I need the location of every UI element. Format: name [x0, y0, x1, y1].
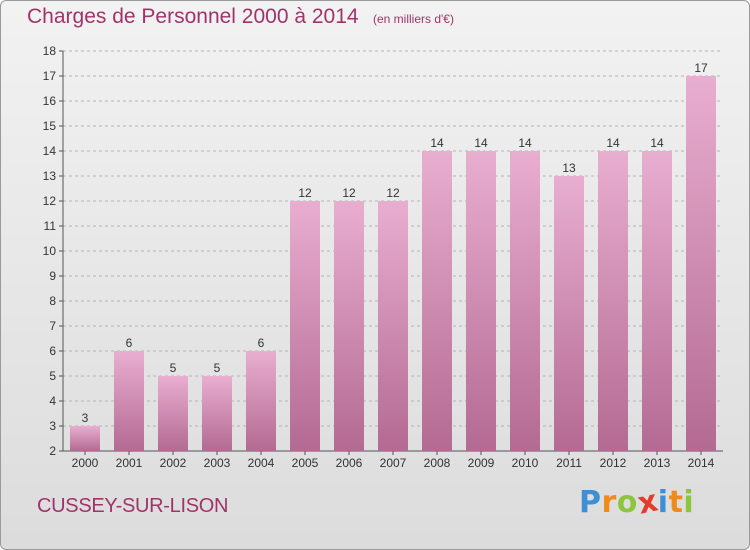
- proxiti-logo[interactable]: Proxiti: [579, 483, 695, 521]
- y-tick-label: 9: [49, 269, 56, 283]
- x-tick-label: 2013: [644, 456, 671, 470]
- bar-2010: [510, 151, 540, 451]
- value-label-2005: 12: [298, 186, 312, 200]
- y-tick-label: 11: [44, 219, 57, 233]
- x-tick-labels: 2000 2001 2002 2003 2004 2005 2006 2007 2008 2009…: [72, 456, 715, 470]
- bars: [70, 76, 716, 451]
- y-tick-label: 18: [43, 44, 57, 58]
- value-label-2001: 6: [126, 336, 133, 350]
- value-label-2013: 14: [650, 136, 664, 150]
- value-label-2010: 14: [518, 136, 532, 150]
- chart-title: Charges de Personnel 2000 à 2014: [27, 5, 359, 28]
- value-label-2003: 5: [214, 361, 221, 375]
- x-tick-label: 2009: [468, 456, 495, 470]
- y-tick-label: 12: [43, 194, 57, 208]
- y-tick-label: 17: [43, 69, 57, 83]
- y-tick-label: 7: [49, 319, 56, 333]
- x-tick-label: 2003: [204, 456, 231, 470]
- y-tick-label: 8: [49, 294, 56, 308]
- commune-name: CUSSEY-SUR-LISON: [37, 495, 229, 517]
- logo-letter: i: [683, 485, 695, 520]
- bar-2000: [70, 426, 100, 451]
- y-tick-labels: 2 3 4 5 6 7 8 9 10 11 12 13 14 15 16 17 18: [43, 44, 57, 458]
- x-tick-label: 2014: [688, 456, 715, 470]
- x-tick-label: 2005: [292, 456, 319, 470]
- value-label-2000: 3: [82, 411, 89, 425]
- x-tick-label: 2004: [248, 456, 275, 470]
- x-tick-label: 2008: [424, 456, 451, 470]
- value-label-2008: 14: [430, 136, 444, 150]
- logo-letter: P: [579, 485, 602, 520]
- x-tick-label: 2010: [512, 456, 539, 470]
- bar-2006: [334, 201, 364, 451]
- value-label-2007: 12: [386, 186, 400, 200]
- chart-subtitle: (en milliers d'€): [373, 12, 454, 26]
- bar-2008: [422, 151, 452, 451]
- bar-2003: [202, 376, 232, 451]
- x-tick-label: 2011: [556, 456, 582, 470]
- x-tick-label: 2001: [116, 456, 143, 470]
- y-tick-label: 16: [43, 94, 57, 108]
- logo-letter: r: [601, 485, 617, 520]
- y-tick-label: 14: [43, 144, 57, 158]
- x-tick-label: 2002: [160, 456, 187, 470]
- bar-2013: [642, 151, 672, 451]
- value-labels: 3 6 5 5 6 12 12 12 14 14 14 13 14 14 17: [82, 61, 708, 425]
- value-label-2011: 13: [562, 161, 576, 175]
- value-label-2012: 14: [606, 136, 620, 150]
- bar-2012: [598, 151, 628, 451]
- y-tick-label: 10: [43, 244, 57, 258]
- value-label-2002: 5: [170, 361, 177, 375]
- logo-letter: o: [616, 485, 638, 520]
- y-tick-label: 15: [43, 119, 57, 133]
- bar-2001: [114, 351, 144, 451]
- value-label-2009: 14: [474, 136, 488, 150]
- bar-2005: [290, 201, 320, 451]
- y-tick-label: 3: [49, 419, 56, 433]
- bar-2009: [466, 151, 496, 451]
- y-tick-label: 5: [49, 369, 56, 383]
- value-label-2004: 6: [258, 336, 265, 350]
- x-tick-label: 2000: [72, 456, 99, 470]
- y-tick-label: 4: [49, 394, 56, 408]
- value-label-2014: 17: [694, 61, 708, 75]
- bar-2007: [378, 201, 408, 451]
- bar-2004: [246, 351, 276, 451]
- x-tick-label: 2007: [380, 456, 407, 470]
- value-label-2006: 12: [342, 186, 356, 200]
- x-tick-label: 2006: [336, 456, 363, 470]
- bar-2014: [686, 76, 716, 451]
- bar-2011: [554, 176, 584, 451]
- logo-letter: t: [668, 485, 684, 520]
- y-tick-label: 2: [49, 444, 56, 458]
- logo-letter: i: [657, 485, 669, 520]
- y-tick-label: 6: [49, 344, 56, 358]
- bar-2002: [158, 376, 188, 451]
- x-tick-label: 2012: [600, 456, 627, 470]
- y-tick-label: 13: [43, 169, 57, 183]
